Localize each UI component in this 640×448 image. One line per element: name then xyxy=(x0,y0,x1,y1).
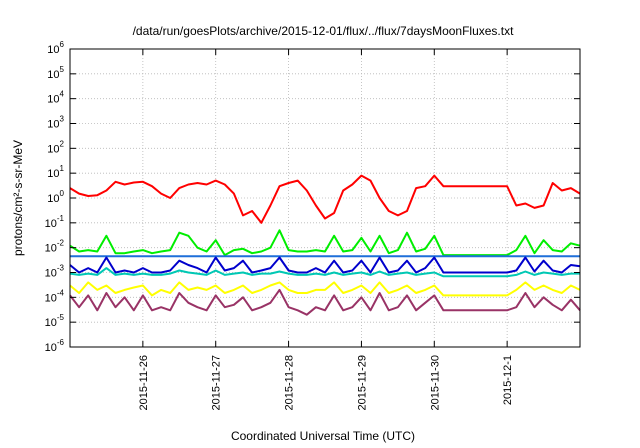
y-tick-label-base: 10 xyxy=(45,292,57,304)
y-tick-label: 10-3 xyxy=(45,264,65,280)
y-tick-label-base: 10 xyxy=(47,69,59,81)
x-axis-ticks: 2015-11-26 2015-11-27 2015-11-28 2015-11-29… xyxy=(138,49,514,410)
y-tick-label-exponent: -1 xyxy=(57,214,65,223)
chart-title: /data/run/goesPlots/archive/2015-12-01/f… xyxy=(133,24,515,38)
x-tick-label: 2015-11-27 xyxy=(211,355,223,410)
y-tick-label: 103 xyxy=(47,115,64,131)
x-tick-label: 2015-11-29 xyxy=(356,355,368,410)
series-line-5 xyxy=(69,267,580,278)
y-tick-label: 10-4 xyxy=(45,288,65,304)
y-tick-label-exponent: -4 xyxy=(57,288,65,297)
y-tick-label-exponent: -5 xyxy=(57,313,65,322)
series-lines xyxy=(69,174,581,316)
y-tick-label-exponent: 6 xyxy=(60,40,65,49)
y-tick-label-exponent: 5 xyxy=(60,65,65,74)
y-tick-label-exponent: 3 xyxy=(60,115,65,124)
y-tick-label-exponent: -6 xyxy=(57,338,65,347)
x-tick-label: 2015-11-30 xyxy=(429,355,441,410)
y-tick-label-exponent: -3 xyxy=(57,264,65,273)
y-tick-label-exponent: 4 xyxy=(60,90,65,99)
y-tick-label-base: 10 xyxy=(45,342,57,354)
y-tick-label-base: 10 xyxy=(47,119,59,131)
x-tick-label: 2015-11-28 xyxy=(284,355,296,410)
series-line-6 xyxy=(69,281,581,297)
y-tick-label-base: 10 xyxy=(47,44,59,56)
y-tick-label: 106 xyxy=(47,40,64,56)
x-axis-title: Coordinated Universal Time (UTC) xyxy=(231,429,415,443)
y-tick-label: 10-6 xyxy=(45,338,65,354)
x-tick-label: 2015-11-26 xyxy=(138,355,150,410)
series-line-1 xyxy=(69,174,581,224)
y-tick-label-base: 10 xyxy=(47,168,59,180)
y-tick-label: 10-5 xyxy=(45,313,65,329)
y-tick-label: 10-2 xyxy=(45,239,65,255)
y-axis-title: protons/cm²-s-sr-MeV xyxy=(11,140,25,256)
y-tick-label: 101 xyxy=(47,164,64,180)
y-tick-label-exponent: -2 xyxy=(57,239,65,248)
y-tick-label: 102 xyxy=(47,139,64,155)
y-tick-label-base: 10 xyxy=(47,193,59,205)
y-axis-ticks: 10-610-510-410-310-210-11001011021031041… xyxy=(45,40,580,354)
y-tick-label-base: 10 xyxy=(45,243,57,255)
y-tick-label-base: 10 xyxy=(47,143,59,155)
grid-lines xyxy=(70,49,580,347)
x-tick-label: 2015-12-1 xyxy=(502,355,514,405)
y-tick-label: 104 xyxy=(47,90,64,106)
y-tick-label-exponent: 1 xyxy=(60,164,65,173)
series-line-4 xyxy=(69,256,581,274)
series-line-2 xyxy=(69,229,581,257)
y-tick-label-base: 10 xyxy=(45,268,57,280)
y-tick-label-base: 10 xyxy=(47,94,59,106)
y-tick-label: 105 xyxy=(47,65,64,81)
series-line-7 xyxy=(69,288,581,316)
y-tick-label-exponent: 2 xyxy=(60,139,65,148)
y-tick-label: 10-1 xyxy=(45,214,65,230)
y-tick-label: 100 xyxy=(47,189,64,205)
y-tick-label-base: 10 xyxy=(45,317,57,329)
y-tick-label-exponent: 0 xyxy=(60,189,65,198)
y-tick-label-base: 10 xyxy=(45,218,57,230)
